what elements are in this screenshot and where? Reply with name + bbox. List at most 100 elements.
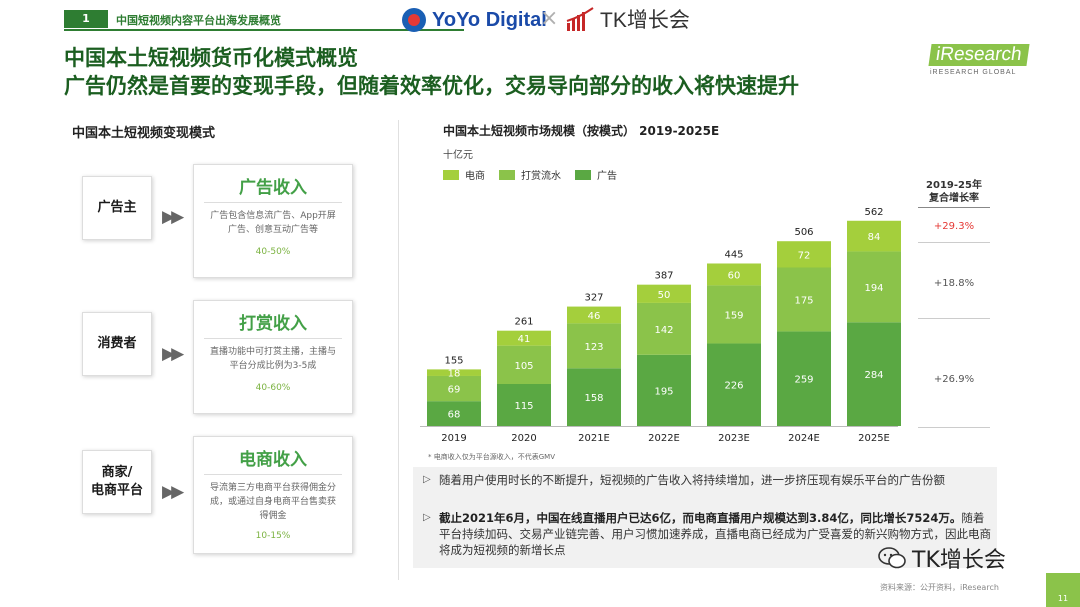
x-tick-label: 2021E <box>578 433 610 444</box>
legend-swatch <box>499 169 515 180</box>
mode-title: 打赏收入 <box>239 314 307 334</box>
x-tick-label: 2020 <box>511 433 536 444</box>
data-label: 18 <box>448 369 461 380</box>
wechat-icon <box>878 547 906 569</box>
data-label: 50 <box>658 290 671 301</box>
divider <box>918 318 990 319</box>
legend-item-ecommerce: 电商 <box>443 167 485 182</box>
actor-consumer: 消费者 <box>82 312 152 376</box>
mode-share: 10-15% <box>255 531 291 541</box>
commentary-body: 随着平台持续加码、交易产业链完善、用户习惯加速养成，直播电商已经成为广受喜爱的新… <box>439 511 991 557</box>
mode-description: 广告包含信息流广告、App开屏广告、创意互动广告等 <box>210 211 336 235</box>
page-title: 中国本土短视频货币化模式概览 <box>64 46 358 70</box>
bar-segment <box>637 354 691 426</box>
bar-segment <box>567 306 621 324</box>
mode-card-ads: 广告收入 广告包含信息流广告、App开屏广告、创意互动广告等 40-50% <box>193 164 353 278</box>
tk-logo-text: TK增长会 <box>600 9 690 32</box>
yoyo-icon <box>402 8 426 32</box>
divider <box>204 202 342 203</box>
chart-unit: 十亿元 <box>443 150 473 161</box>
bar-segment <box>427 401 481 426</box>
mode-share: 40-50% <box>255 247 291 257</box>
data-label: 159 <box>724 310 743 321</box>
mode-description: 直播功能中可打赏主播，主播与平台分成比例为3-5成 <box>209 347 336 371</box>
bar-segment <box>567 368 621 426</box>
mode-card-tipping: 打赏收入 直播功能中可打赏主播，主播与平台分成比例为3-5成 40-60% <box>193 300 353 414</box>
total-label: 155 <box>444 355 463 366</box>
bar-growth-icon <box>566 7 594 31</box>
data-label: 69 <box>448 385 461 396</box>
tk-logo: TK增长会 <box>565 4 690 34</box>
data-label: 284 <box>864 370 883 381</box>
x-tick-label: 2023E <box>718 433 750 444</box>
bar-segment <box>777 331 831 426</box>
mode-title: 广告收入 <box>239 178 307 198</box>
mode-description: 导流第三方电商平台获得佣金分成，或通过自身电商平台售卖获得佣金 <box>209 483 336 521</box>
bar-segment <box>637 302 691 355</box>
bar-segment <box>707 343 761 426</box>
data-label: 123 <box>584 342 603 353</box>
page-corner-number: 11 <box>1046 573 1080 607</box>
commentary-text-2: 截止2021年6月，中国在线直播用户已达6亿，而电商直播用户规模达到3.84亿，… <box>439 510 991 558</box>
panel-divider <box>398 120 399 580</box>
data-label: 68 <box>448 410 461 421</box>
data-label: 259 <box>794 375 813 386</box>
cagr-ecommerce: +29.3% <box>933 221 975 232</box>
legend-label: 打赏流水 <box>521 171 561 182</box>
chart-footnote: * 电商收入仅为平台源收入，不代表GMV <box>428 453 555 461</box>
left-panel-title: 中国本土短视频变现模式 <box>72 126 216 141</box>
cagr-ads: +26.9% <box>933 374 975 385</box>
double-chevron-icon: ▶▶ <box>162 207 184 227</box>
total-label: 327 <box>584 293 603 304</box>
section-title: 中国短视频内容平台出海发展概览 <box>116 14 281 27</box>
data-label: 195 <box>654 386 673 397</box>
mode-share: 40-60% <box>255 383 291 393</box>
commentary-box: ▷ 随着用户使用时长的不断提升，短视频的广告收入将持续增加，进一步挤压现有娱乐平… <box>413 467 997 568</box>
data-label: 115 <box>514 401 533 412</box>
commentary-body: 随着用户使用时长的不断提升，短视频的广告收入将持续增加，进一步挤压现有娱乐平台的… <box>439 473 945 487</box>
bar-segment <box>707 285 761 344</box>
bar-segment <box>847 322 901 426</box>
bar-segment <box>567 323 621 369</box>
watermark-text: TK增长会 <box>912 548 1006 573</box>
triangle-bullet-icon: ▷ <box>423 474 431 485</box>
bar-segment <box>637 284 691 303</box>
double-chevron-icon: ▶▶ <box>162 344 184 364</box>
x-tick-label: 2019 <box>441 433 466 444</box>
total-label: 387 <box>654 271 673 282</box>
logo-separator: × <box>540 6 559 31</box>
total-label: 506 <box>794 227 813 238</box>
data-label: 72 <box>798 250 811 261</box>
legend-label: 电商 <box>465 171 485 182</box>
data-label: 60 <box>728 270 741 281</box>
bar-segment <box>847 251 901 323</box>
actor-merchant: 商家/ 电商平台 <box>82 450 152 514</box>
data-label: 142 <box>654 325 673 336</box>
cagr-tipping: +18.8% <box>933 278 975 289</box>
legend-label: 广告 <box>597 171 617 182</box>
bar-segment <box>497 345 551 385</box>
double-chevron-icon: ▶▶ <box>162 482 184 502</box>
watermark: TK增长会 <box>878 542 1006 574</box>
bar-segment <box>427 369 481 376</box>
yoyo-digital-logo: YoYo Digital <box>402 4 547 36</box>
data-label: 84 <box>868 232 881 243</box>
header-rule <box>64 29 464 31</box>
triangle-bullet-icon: ▷ <box>423 512 431 523</box>
legend-swatch <box>575 169 591 180</box>
actor-advertiser: 广告主 <box>82 176 152 240</box>
bar-segment <box>497 384 551 426</box>
cagr-header-rule <box>918 207 990 208</box>
page-number-badge: 1 <box>64 10 108 28</box>
chart-title: 中国本土短视频市场规模（按模式） 2019-2025E <box>443 124 720 138</box>
total-label: 261 <box>514 317 533 328</box>
legend-swatch <box>443 169 459 180</box>
mode-title: 电商收入 <box>239 450 307 470</box>
data-label: 226 <box>724 381 743 392</box>
divider <box>918 427 990 428</box>
divider <box>204 338 342 339</box>
chart-legend: 电商 打赏流水 广告 <box>443 167 617 182</box>
data-label: 105 <box>514 361 533 372</box>
total-label: 562 <box>864 207 883 218</box>
iresearch-logo-text: iResearch <box>928 44 1030 66</box>
